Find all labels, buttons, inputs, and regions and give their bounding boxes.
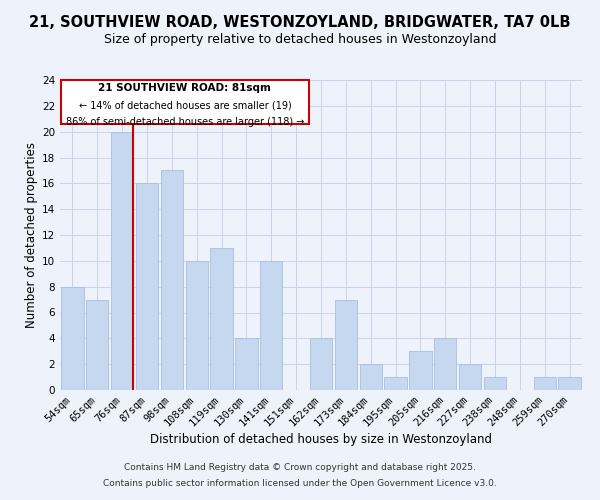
Text: Size of property relative to detached houses in Westonzoyland: Size of property relative to detached ho… xyxy=(104,32,496,46)
Bar xyxy=(559,377,581,390)
Text: 86% of semi-detached houses are larger (118) →: 86% of semi-detached houses are larger (… xyxy=(66,117,304,127)
Bar xyxy=(385,377,407,390)
Bar xyxy=(533,377,556,390)
Bar xyxy=(260,261,283,390)
Bar xyxy=(211,248,233,390)
Bar xyxy=(61,286,83,390)
FancyBboxPatch shape xyxy=(61,80,308,124)
Bar xyxy=(409,351,431,390)
Bar xyxy=(310,338,332,390)
Bar xyxy=(484,377,506,390)
Bar xyxy=(459,364,481,390)
Text: Contains HM Land Registry data © Crown copyright and database right 2025.: Contains HM Land Registry data © Crown c… xyxy=(124,464,476,472)
Text: 21 SOUTHVIEW ROAD: 81sqm: 21 SOUTHVIEW ROAD: 81sqm xyxy=(98,83,271,93)
Bar xyxy=(136,184,158,390)
Y-axis label: Number of detached properties: Number of detached properties xyxy=(25,142,38,328)
Bar xyxy=(335,300,357,390)
Bar xyxy=(86,300,109,390)
Bar xyxy=(235,338,257,390)
X-axis label: Distribution of detached houses by size in Westonzoyland: Distribution of detached houses by size … xyxy=(150,432,492,446)
Bar xyxy=(185,261,208,390)
Bar xyxy=(359,364,382,390)
Text: 21, SOUTHVIEW ROAD, WESTONZOYLAND, BRIDGWATER, TA7 0LB: 21, SOUTHVIEW ROAD, WESTONZOYLAND, BRIDG… xyxy=(29,15,571,30)
Text: Contains public sector information licensed under the Open Government Licence v3: Contains public sector information licen… xyxy=(103,478,497,488)
Text: ← 14% of detached houses are smaller (19): ← 14% of detached houses are smaller (19… xyxy=(79,100,291,110)
Bar xyxy=(111,132,133,390)
Bar xyxy=(434,338,457,390)
Bar xyxy=(161,170,183,390)
